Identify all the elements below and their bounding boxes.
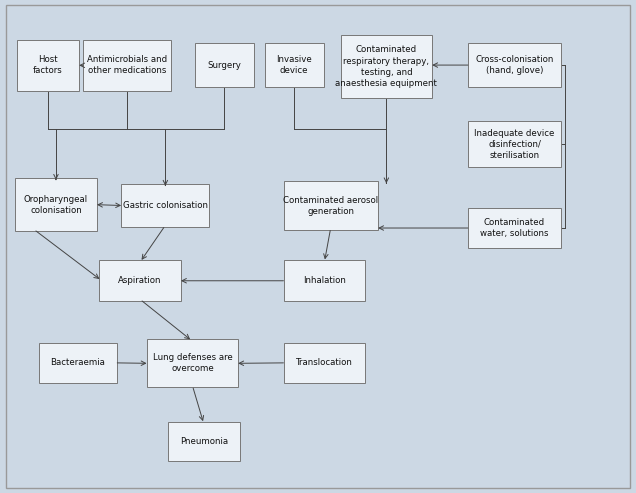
FancyBboxPatch shape bbox=[284, 343, 365, 383]
Text: Contaminated
respiratory therapy,
testing, and
anaesthesia equipment: Contaminated respiratory therapy, testin… bbox=[335, 45, 438, 88]
Text: Antimicrobials and
other medications: Antimicrobials and other medications bbox=[87, 55, 167, 75]
Text: Host
factors: Host factors bbox=[33, 55, 62, 75]
FancyBboxPatch shape bbox=[195, 43, 254, 87]
FancyBboxPatch shape bbox=[468, 208, 561, 248]
Text: Pneumonia: Pneumonia bbox=[180, 437, 228, 446]
Text: Cross-colonisation
(hand, glove): Cross-colonisation (hand, glove) bbox=[475, 55, 554, 75]
FancyBboxPatch shape bbox=[39, 343, 117, 383]
Text: Oropharyngeal
colonisation: Oropharyngeal colonisation bbox=[24, 195, 88, 214]
Text: Gastric colonisation: Gastric colonisation bbox=[123, 201, 208, 210]
FancyBboxPatch shape bbox=[468, 43, 561, 87]
FancyBboxPatch shape bbox=[265, 43, 324, 87]
FancyBboxPatch shape bbox=[121, 184, 209, 227]
Text: Aspiration: Aspiration bbox=[118, 276, 162, 285]
Text: Bacteraemia: Bacteraemia bbox=[50, 358, 106, 367]
FancyBboxPatch shape bbox=[284, 181, 378, 230]
Text: Contaminated aerosol
generation: Contaminated aerosol generation bbox=[283, 196, 378, 215]
FancyBboxPatch shape bbox=[83, 40, 171, 91]
Text: Inhalation: Inhalation bbox=[303, 276, 346, 285]
Text: Surgery: Surgery bbox=[207, 61, 241, 70]
Text: Invasive
device: Invasive device bbox=[276, 55, 312, 75]
Text: Lung defenses are
overcome: Lung defenses are overcome bbox=[153, 353, 232, 373]
FancyBboxPatch shape bbox=[341, 35, 432, 98]
Text: Translocation: Translocation bbox=[296, 358, 353, 367]
FancyBboxPatch shape bbox=[99, 260, 181, 301]
FancyBboxPatch shape bbox=[147, 339, 238, 387]
FancyBboxPatch shape bbox=[15, 178, 97, 231]
Text: Inadequate device
disinfection/
sterilisation: Inadequate device disinfection/ sterilis… bbox=[474, 129, 555, 160]
FancyBboxPatch shape bbox=[17, 40, 79, 91]
Text: Contaminated
water, solutions: Contaminated water, solutions bbox=[480, 218, 549, 238]
FancyBboxPatch shape bbox=[168, 422, 240, 461]
FancyBboxPatch shape bbox=[468, 121, 561, 167]
FancyBboxPatch shape bbox=[284, 260, 365, 301]
